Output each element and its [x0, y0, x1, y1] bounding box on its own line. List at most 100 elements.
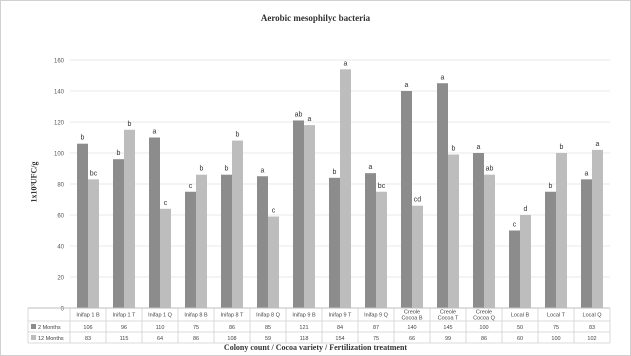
significance-letter: b	[333, 169, 337, 176]
y-tick-label: 0	[61, 307, 65, 313]
x-tick-label: Inifap 1 T	[113, 313, 136, 319]
table-value: 145	[443, 325, 452, 331]
table-value: 64	[157, 336, 163, 342]
bar	[473, 153, 484, 308]
significance-letter: c	[272, 208, 276, 215]
x-tick-label: Cocoa T	[438, 316, 459, 322]
x-tick-label: Cocoa B	[401, 316, 422, 322]
significance-letter: a	[344, 60, 348, 67]
bar	[365, 173, 376, 308]
bar	[448, 154, 459, 308]
x-tick-label: Local Q	[583, 313, 603, 319]
bar	[340, 69, 351, 308]
bar	[545, 191, 556, 308]
significance-letter: a	[369, 164, 373, 171]
x-tick-label: Inifap 1 B	[76, 313, 100, 319]
bar	[149, 137, 160, 308]
bar	[77, 143, 88, 308]
table-value: 75	[373, 336, 379, 342]
table-value: 118	[300, 336, 309, 342]
bar	[520, 215, 531, 308]
significance-letter: d	[524, 206, 528, 213]
significance-letter: b	[560, 144, 564, 151]
significance-letter: a	[308, 116, 312, 123]
table-value: 84	[337, 325, 343, 331]
table-value: 87	[373, 325, 379, 331]
table-value: 100	[479, 325, 488, 331]
table-value: 102	[587, 336, 596, 342]
bar	[412, 205, 423, 308]
y-tick-label: 160	[54, 59, 65, 65]
bar	[484, 174, 495, 308]
table-value: 115	[120, 336, 129, 342]
significance-letter: cd	[414, 197, 422, 204]
bar	[196, 174, 207, 308]
bar	[329, 177, 340, 308]
y-tick-label: 80	[57, 183, 64, 189]
x-tick-label: Inifap 8 T	[221, 313, 244, 319]
significance-letter: b	[452, 146, 456, 153]
significance-letter: a	[585, 170, 589, 177]
bar	[581, 179, 592, 308]
x-tick-label: Inifap 9 Q	[364, 313, 389, 319]
x-tick-label: Inifap 9 B	[292, 313, 316, 319]
table-value: 75	[553, 325, 559, 331]
x-tick-label: Creole	[440, 310, 456, 316]
x-tick-label: Inifap 1 Q	[148, 313, 173, 319]
table-value: 110	[156, 325, 165, 331]
x-tick-label: Local B	[511, 313, 530, 319]
bar	[160, 208, 171, 308]
bar	[304, 125, 315, 308]
y-axis-label: 1x10³UFC/g	[29, 161, 39, 203]
legend-label: 12 Months	[38, 336, 64, 342]
table-value: 85	[265, 325, 271, 331]
x-axis-label: Colony count / Cocoa variety / Fertiliza…	[223, 343, 408, 352]
table-value: 121	[299, 325, 308, 331]
legend-label: 2 Months	[38, 325, 61, 331]
table-value: 86	[481, 336, 487, 342]
table-value: 50	[517, 325, 523, 331]
legend-swatch	[31, 324, 36, 329]
significance-letter: ab	[295, 111, 303, 118]
table-value: 99	[445, 336, 451, 342]
significance-letter: c	[189, 183, 193, 190]
significance-letter: b	[549, 183, 553, 190]
bar	[293, 120, 304, 308]
significance-letter: b	[81, 135, 85, 142]
table-value: 83	[85, 336, 91, 342]
bar	[185, 191, 196, 308]
table-value: 75	[193, 325, 199, 331]
significance-letter: bc	[378, 183, 386, 190]
significance-letter: b	[200, 166, 204, 173]
significance-letter: a	[441, 74, 445, 81]
bar	[221, 174, 232, 308]
x-tick-label: Inifap 8 Q	[256, 313, 281, 319]
x-tick-label: Creole	[476, 310, 492, 316]
x-tick-label: Cocoa Q	[473, 316, 495, 322]
significance-letter: b	[236, 132, 240, 139]
table-value: 106	[83, 325, 92, 331]
bar	[113, 159, 124, 308]
bar	[401, 91, 412, 308]
significance-letter: b	[117, 150, 121, 157]
y-tick-label: 120	[54, 121, 65, 127]
y-tick-label: 20	[57, 276, 64, 282]
significance-letter: ab	[486, 166, 494, 173]
table-value: 96	[121, 325, 127, 331]
bar	[376, 191, 387, 308]
chart-title: Aerobic mesophilyc bacteria	[260, 13, 371, 23]
significance-letter: bc	[90, 170, 98, 177]
significance-letter: a	[153, 129, 157, 136]
y-tick-label: 140	[54, 90, 65, 96]
bar	[509, 230, 520, 308]
significance-letter: b	[128, 121, 132, 128]
significance-letter: c	[513, 222, 517, 229]
x-tick-label: Local T	[547, 313, 566, 319]
bar	[124, 129, 135, 308]
bar	[556, 153, 567, 308]
bar	[437, 83, 448, 308]
bar	[88, 179, 99, 308]
y-tick-label: 60	[57, 214, 64, 220]
